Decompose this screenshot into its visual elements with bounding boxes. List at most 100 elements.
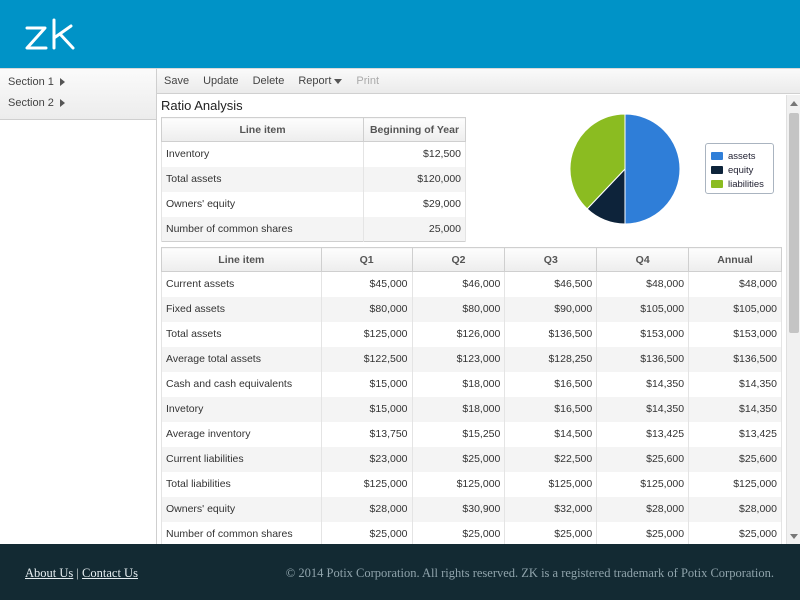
table-row[interactable]: Current assets $45,000 $46,000 $46,500 $48,0…: [161, 271, 782, 297]
pie-slice-liabilities[interactable]: [569, 113, 626, 210]
table-cell: Average total assets: [161, 346, 322, 372]
table-cell: Cash and cash equivalents: [161, 371, 322, 397]
table-cell: Total assets: [161, 166, 364, 192]
save-button[interactable]: Save: [164, 75, 190, 87]
column-header[interactable]: Line item: [161, 117, 364, 142]
table-row[interactable]: Number of common shares $25,000 $25,000 $25…: [161, 521, 782, 545]
table-row[interactable]: Total liabilities $125,000 $125,000 $125,00…: [161, 471, 782, 497]
table-cell: Number of common shares: [161, 216, 364, 242]
pie-slice-assets[interactable]: [624, 113, 681, 225]
column-header[interactable]: Q4: [596, 247, 690, 272]
content-area: Ratio Analysis Line item Beginning of Ye…: [157, 95, 800, 545]
table-cell: $13,425: [688, 421, 782, 447]
table-cell: $28,000: [688, 496, 782, 522]
table-cell: $15,000: [320, 371, 413, 397]
table-row[interactable]: Inventory $12,500: [161, 141, 466, 167]
table-row[interactable]: Owners' equity $28,000 $30,900 $32,000 $28,0…: [161, 496, 782, 522]
legend-item-equity[interactable]: equity: [711, 163, 773, 177]
column-header[interactable]: Q2: [411, 247, 506, 272]
table-cell: $25,600: [688, 446, 782, 472]
legend-swatch: [711, 166, 723, 174]
column-header[interactable]: Q1: [320, 247, 413, 272]
table-cell: $25,000: [320, 521, 413, 545]
chevron-right-icon: [59, 99, 65, 108]
table-row[interactable]: Owners' equity $29,000: [161, 191, 466, 217]
table-cell: $125,000: [320, 471, 413, 497]
table-cell: $23,000: [320, 446, 413, 472]
table-cell: Number of common shares: [161, 521, 322, 545]
table-cell: $153,000: [688, 321, 782, 347]
table-cell: Owners' equity: [161, 496, 322, 522]
main-panel: Save Update Delete Report Print Ratio An…: [157, 68, 800, 545]
table-cell: $123,000: [411, 346, 506, 372]
legend-item-assets[interactable]: assets: [711, 149, 773, 163]
table-cell: $12,500: [363, 141, 466, 167]
quarterly-table: Line item Q1 Q2 Q3 Q4 Annual Current assets $4…: [161, 247, 782, 545]
about-us-link[interactable]: About Us: [25, 566, 74, 580]
table-cell: $105,000: [596, 296, 690, 322]
column-header[interactable]: Annual: [688, 247, 782, 272]
table-cell: $136,500: [504, 321, 598, 347]
column-header[interactable]: Line item: [161, 247, 322, 272]
delete-button[interactable]: Delete: [252, 75, 285, 87]
table-row[interactable]: Total assets $125,000 $126,000 $136,500 $153…: [161, 321, 782, 347]
table-cell: $125,000: [596, 471, 690, 497]
table-cell: $126,000: [411, 321, 506, 347]
header-bar: [0, 0, 800, 68]
table-cell: $48,000: [596, 271, 690, 297]
legend-swatch: [711, 152, 723, 160]
table-row[interactable]: Invetory $15,000 $18,000 $16,500 $14,350 $14,…: [161, 396, 782, 422]
table-row[interactable]: Cash and cash equivalents $15,000 $18,000 $…: [161, 371, 782, 397]
table-cell: $122,500: [320, 346, 413, 372]
table-cell: $46,000: [411, 271, 506, 297]
table-row[interactable]: Fixed assets $80,000 $80,000 $90,000 $105,00…: [161, 296, 782, 322]
toolbar: Save Update Delete Report Print: [157, 69, 800, 94]
table-cell: $136,500: [688, 346, 782, 372]
legend-label: liabilities: [728, 178, 764, 190]
column-header[interactable]: Beginning of Year: [363, 117, 466, 142]
sidebar-item-label: Section 1: [8, 76, 54, 88]
table-row[interactable]: Total assets $120,000: [161, 166, 466, 192]
table-cell: $25,000: [411, 446, 506, 472]
table-cell: $25,000: [504, 521, 598, 545]
zk-logo[interactable]: [24, 18, 80, 52]
table-cell: $30,900: [411, 496, 506, 522]
table-cell: $15,000: [320, 396, 413, 422]
update-button[interactable]: Update: [203, 75, 239, 87]
table-cell: $14,350: [688, 371, 782, 397]
table-cell: $25,000: [688, 521, 782, 545]
table-cell: Owners' equity: [161, 191, 364, 217]
scroll-up-icon[interactable]: [790, 101, 798, 106]
table-cell: $45,000: [320, 271, 413, 297]
table-row[interactable]: Average inventory $13,750 $15,250 $14,500 $1…: [161, 421, 782, 447]
table-cell: $14,350: [596, 371, 690, 397]
vertical-scrollbar[interactable]: [786, 95, 800, 545]
table-row[interactable]: Current liabilities $23,000 $25,000 $22,500…: [161, 446, 782, 472]
print-button[interactable]: Print: [356, 75, 380, 87]
table-cell: Fixed assets: [161, 296, 322, 322]
scroll-down-icon[interactable]: [790, 534, 798, 539]
scroll-thumb[interactable]: [789, 113, 799, 333]
table-row[interactable]: Average total assets $122,500 $123,000 $128…: [161, 346, 782, 372]
table-cell: $46,500: [504, 271, 598, 297]
table-row[interactable]: Number of common shares 25,000: [161, 216, 466, 242]
sidebar: Section 1 Section 2: [0, 68, 157, 544]
table-cell: $48,000: [688, 271, 782, 297]
table-cell: $14,350: [596, 396, 690, 422]
table-cell: $29,000: [363, 191, 466, 217]
table-cell: $120,000: [363, 166, 466, 192]
legend-item-liabilities[interactable]: liabilities: [711, 177, 773, 191]
chart-legend: assets equity liabilities: [705, 143, 774, 194]
sidebar-item-section-2[interactable]: Section 2: [0, 93, 156, 114]
table-cell: Current assets: [161, 271, 322, 297]
table-cell: $125,000: [504, 471, 598, 497]
report-menu-button[interactable]: Report: [298, 75, 343, 87]
table-cell: $14,350: [688, 396, 782, 422]
table-cell: $80,000: [320, 296, 413, 322]
table-cell: $14,500: [504, 421, 598, 447]
sidebar-item-section-1[interactable]: Section 1: [0, 72, 156, 93]
contact-us-link[interactable]: Contact Us: [82, 566, 138, 580]
table-cell: $125,000: [320, 321, 413, 347]
column-header[interactable]: Q3: [504, 247, 598, 272]
table-cell: $28,000: [320, 496, 413, 522]
